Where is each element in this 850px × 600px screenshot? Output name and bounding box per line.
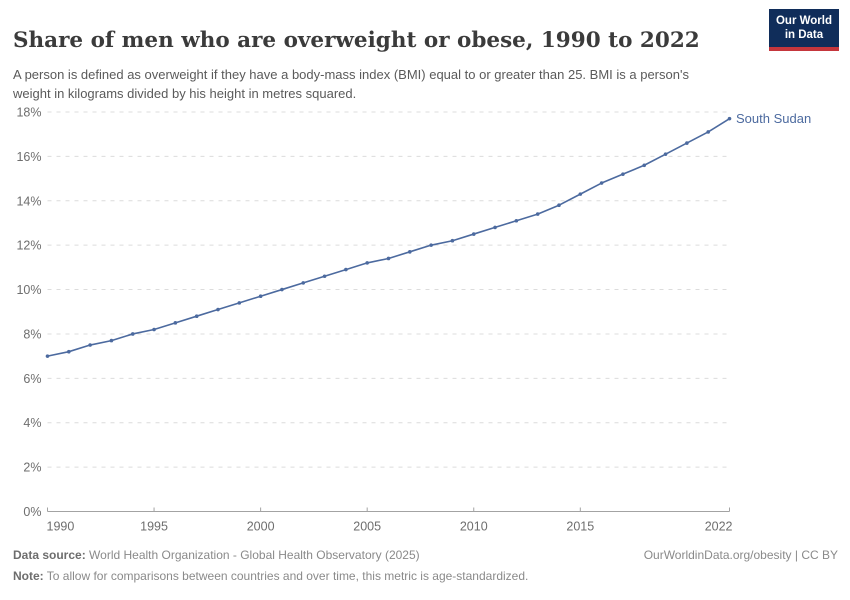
y-tick-label: 2% xyxy=(23,461,41,475)
x-tick-label: 2010 xyxy=(460,520,488,534)
data-point xyxy=(109,338,114,343)
footer-row-source: Data source: World Health Organization -… xyxy=(13,545,838,566)
data-point xyxy=(280,287,284,292)
y-tick-label: 4% xyxy=(23,416,41,430)
series-end-label: South Sudan xyxy=(736,111,811,126)
x-tick-label: 2015 xyxy=(566,520,594,534)
data-point xyxy=(322,274,327,279)
data-point xyxy=(514,218,519,223)
y-tick-label: 8% xyxy=(23,327,41,341)
data-point xyxy=(408,250,412,254)
data-point xyxy=(258,294,263,299)
x-tick-label: 2022 xyxy=(705,520,733,534)
data-line xyxy=(47,117,730,357)
y-tick-label: 10% xyxy=(16,283,41,297)
data-point xyxy=(130,332,135,336)
data-point xyxy=(45,354,50,358)
footer-row-note: Note: To allow for comparisons between c… xyxy=(13,566,838,587)
data-point xyxy=(493,225,497,230)
data-point xyxy=(194,314,199,318)
chart-footer: Data source: World Health Organization -… xyxy=(13,545,838,587)
y-tick-label: 16% xyxy=(16,150,41,164)
data-point xyxy=(685,141,689,145)
y-tick-label: 18% xyxy=(16,106,41,120)
note-value: To allow for comparisons between countri… xyxy=(43,569,529,583)
page-title: Share of men who are overweight or obese… xyxy=(13,28,700,54)
chart-subtitle: A person is defined as overweight if the… xyxy=(13,67,689,101)
data-point xyxy=(471,232,476,236)
data-point xyxy=(429,243,433,247)
data-point xyxy=(450,238,455,243)
data-point xyxy=(301,281,306,285)
data-point xyxy=(727,116,732,121)
data-point xyxy=(67,349,71,354)
data-point xyxy=(621,172,625,176)
data-point xyxy=(152,327,156,332)
data-point xyxy=(365,261,369,265)
data-point xyxy=(578,192,583,196)
owid-logo-line2: in Data xyxy=(784,28,824,41)
owid-logo-line1: Our World xyxy=(775,15,832,27)
x-tick-label: 1990 xyxy=(47,520,75,534)
data-point xyxy=(599,181,604,185)
y-tick-label: 14% xyxy=(16,194,41,208)
data-point xyxy=(557,203,561,208)
y-tick-label: 12% xyxy=(16,239,41,253)
note-label: Note: xyxy=(13,569,44,583)
data-point xyxy=(173,321,178,325)
data-source-label: Data source: xyxy=(13,548,86,562)
y-tick-label: 0% xyxy=(23,505,41,519)
data-point xyxy=(237,301,242,305)
x-tick-label: 2005 xyxy=(353,520,381,534)
data-point xyxy=(88,343,92,347)
data-source-text: Data source: World Health Organization -… xyxy=(13,545,420,566)
x-tick-label: 1995 xyxy=(140,520,168,534)
data-point xyxy=(386,256,391,261)
x-tick-label: 2000 xyxy=(247,520,275,534)
data-point xyxy=(706,130,710,134)
owid-logo[interactable]: Our World in Data xyxy=(768,9,839,51)
data-source-value: World Health Organization - Global Healt… xyxy=(85,548,420,562)
data-point xyxy=(663,152,668,156)
data-point xyxy=(344,267,348,272)
data-point xyxy=(216,307,220,312)
y-tick-label: 6% xyxy=(23,372,41,386)
rights-link[interactable]: OurWorldinData.org/obesity | CC BY xyxy=(643,548,838,562)
data-point xyxy=(642,163,647,168)
data-point xyxy=(535,212,540,216)
